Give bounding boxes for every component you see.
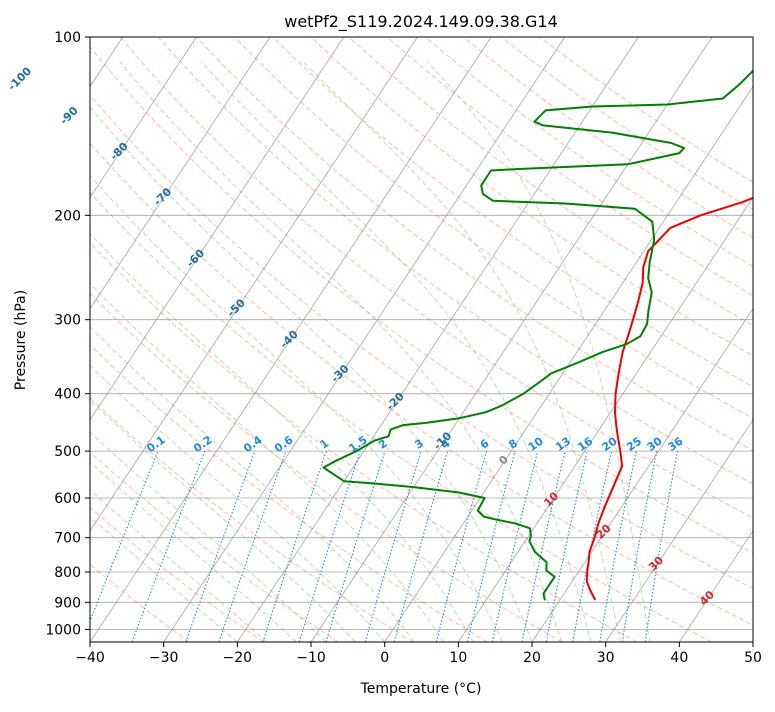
y-tick-label: 700 — [54, 531, 81, 547]
x-tick-label: 40 — [670, 650, 688, 666]
y-axis-label: Pressure (hPa) — [13, 290, 29, 390]
x-tick-label: 20 — [523, 650, 541, 666]
y-tick-label: 100 — [54, 30, 81, 46]
y-tick-label: 600 — [54, 491, 81, 507]
y-tick-label: 300 — [54, 313, 81, 329]
y-tick-label: 900 — [54, 595, 81, 611]
x-tick-label: 0 — [380, 650, 389, 666]
y-tick-label: 500 — [54, 444, 81, 460]
x-tick-label: 10 — [449, 650, 467, 666]
x-axis-label: Temperature (°C) — [360, 681, 482, 697]
y-tick-label: 1000 — [45, 622, 81, 638]
x-tick-label: 30 — [597, 650, 615, 666]
x-tick-label: −10 — [296, 650, 326, 666]
x-tick-label: −40 — [75, 650, 105, 666]
y-tick-label: 200 — [54, 208, 81, 224]
x-tick-label: −30 — [149, 650, 179, 666]
y-tick-label: 800 — [54, 565, 81, 581]
chart-title: wetPf2_S119.2024.149.09.38.G14 — [284, 12, 558, 32]
x-tick-label: 50 — [744, 650, 762, 666]
y-tick-label: 400 — [54, 387, 81, 403]
x-tick-label: −20 — [223, 650, 253, 666]
